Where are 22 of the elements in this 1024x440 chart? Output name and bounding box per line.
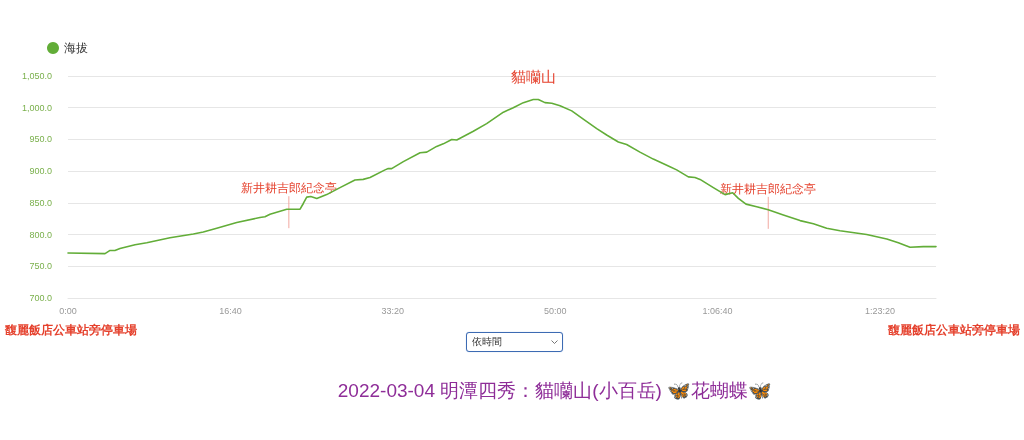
line-series xyxy=(67,98,937,255)
text: 2022-03-04 明潭四秀：貓囒山(小百岳) 🦋花蝴蝶🦋 xyxy=(337,379,773,403)
y-tick-label: 950.0 xyxy=(29,134,52,145)
annotation: 新井耕吉郎紀念亭 xyxy=(240,181,337,196)
y-tick-label: 750.0 xyxy=(29,261,52,272)
text: 馥麗飯店公車站旁停車場 xyxy=(4,323,137,337)
x-tick-label: 33:20 xyxy=(381,305,405,316)
text: 馥麗飯店公車站旁停車場 xyxy=(887,323,1020,337)
legend-label: 海拔 xyxy=(64,41,88,55)
y-tick-label: 1,000.0 xyxy=(21,102,52,113)
y-tick-label: 900.0 xyxy=(29,166,52,177)
y-tick-label: 1,050.0 xyxy=(21,71,52,81)
x-tick-label: 1:06:40 xyxy=(702,305,733,316)
y-tick-label: 800.0 xyxy=(29,229,52,240)
x-tick-label: 0:00 xyxy=(59,305,77,316)
x-tick-label: 16:40 xyxy=(219,305,242,316)
x-tick-label: 50:00 xyxy=(543,305,567,316)
dropdown: 依時間 xyxy=(466,332,563,352)
x-tick-label: 1:23:20 xyxy=(864,305,895,316)
y-tick-label: 700.0 xyxy=(29,293,52,303)
y-tick-label: 850.0 xyxy=(29,197,52,208)
annotation: 貓囒山 xyxy=(510,67,556,85)
